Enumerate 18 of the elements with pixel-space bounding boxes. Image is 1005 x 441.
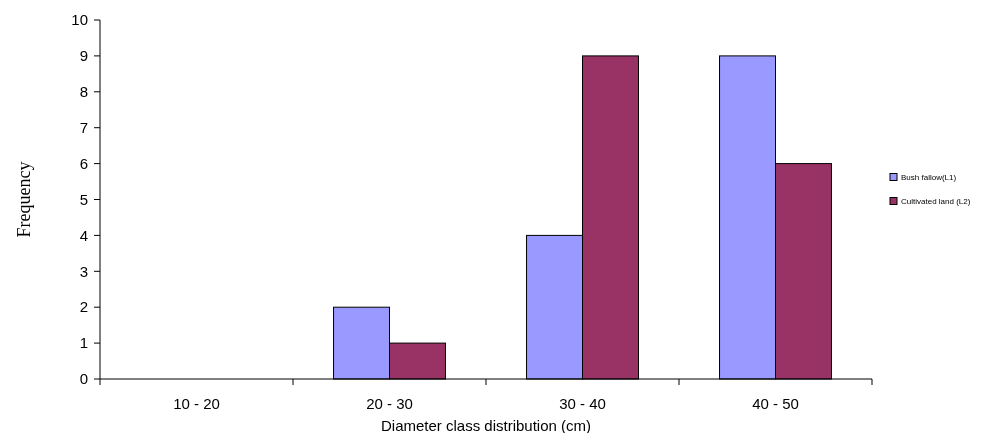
y-tick-label: 1: [79, 334, 88, 352]
legend-label: Cultivated land (L2): [901, 197, 971, 207]
y-tick-label: 8: [79, 83, 88, 101]
x-tick-label: 30 - 40: [559, 395, 606, 412]
legend-label: Bush fallow(L1): [901, 173, 957, 183]
x-tick-label: 10 - 20: [173, 395, 220, 412]
x-tick-label: 20 - 30: [366, 395, 413, 412]
y-axis-title: Frequency: [14, 161, 34, 238]
y-tick-label: 10: [71, 11, 88, 29]
y-tick-label: 5: [79, 190, 88, 208]
y-tick-label: 9: [79, 47, 88, 65]
y-tick-label: 7: [79, 118, 88, 136]
x-tick-label: 40 - 50: [752, 395, 799, 412]
y-tick-label: 3: [79, 262, 88, 280]
y-tick-label: 0: [79, 370, 88, 388]
y-tick-label: 6: [79, 154, 88, 172]
y-tick-label: 2: [79, 298, 88, 316]
y-tick-label: 4: [79, 226, 88, 244]
